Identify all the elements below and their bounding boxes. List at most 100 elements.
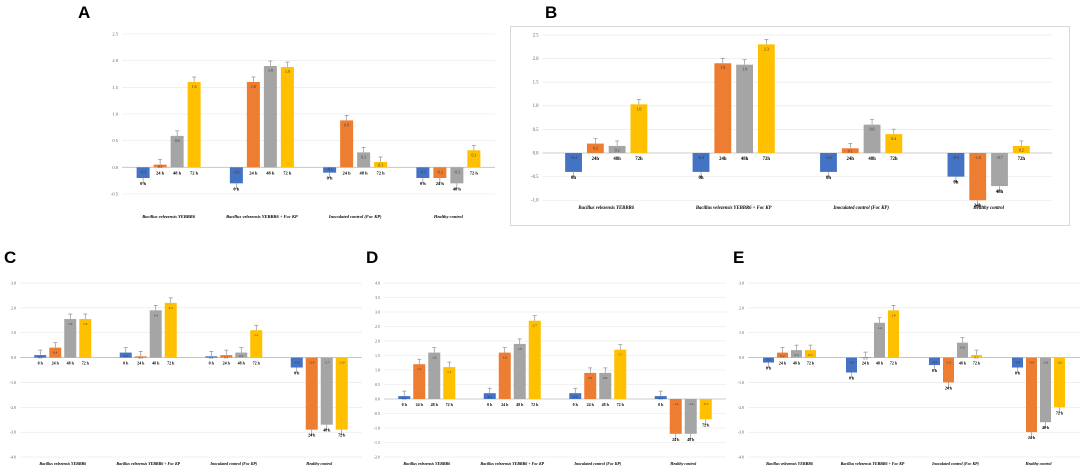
y-tick-label: 0.5 [533,128,540,133]
time-label: 48h [868,157,876,162]
time-label: 72 h [702,422,710,427]
time-label: 0 h [327,176,333,181]
bar [443,367,456,399]
bar [757,44,775,154]
data-label: 0.9 [344,123,349,127]
time-label: 0 h [1015,371,1021,376]
category-label: Inoculated control (Foc KP) [832,206,889,211]
time-label: 72 h [470,170,479,175]
category-label: Bacillus velezensis YEBBR6 [765,461,813,466]
time-label: 24 h [501,402,509,407]
y-tick-label: 3.0 [375,310,380,315]
time-label: 24 h [779,361,787,366]
time-label: 24 h [52,361,60,366]
y-tick-label: -4.0 [738,455,744,460]
time-label: 24h [974,204,982,209]
time-label: 72 h [446,402,454,407]
y-tick-label: -1.0 [374,426,380,431]
y-tick-label: 1.0 [533,104,540,109]
bar [340,120,354,168]
data-label: 1.0 [636,106,641,111]
bar [136,167,150,178]
time-label: 24 h [862,361,870,366]
bar [569,393,582,399]
category-label: Healthy control [1025,461,1053,466]
category-label: Inoculated control (Foc KP) [931,461,979,466]
data-label: -0.7 [703,402,709,406]
data-label: 0.3 [361,155,366,159]
time-label: 0 h [658,402,664,407]
category-label: Bacillus velezensis YEBBR6 [141,214,195,219]
time-label: 72 h [377,170,386,175]
data-label: -3.0 [1029,361,1035,365]
bar [153,164,167,168]
bar [669,399,682,434]
category-label: Inoculated control (Foc KP) [573,461,621,466]
bar [969,153,987,201]
data-label: -0.6 [849,361,855,365]
y-tick-label: 2.5 [533,33,540,38]
bar [971,355,982,358]
data-label: 0.2 [780,354,785,358]
category-label: Healthy control [433,214,464,219]
bar [49,347,62,358]
bar [34,355,47,358]
y-tick-label: 2.5 [112,32,118,37]
bar [947,153,965,177]
data-label: -0.2 [420,170,426,174]
bar [220,355,233,358]
bar [205,356,218,358]
data-label: 0.2 [615,147,620,152]
time-label: 48 h [516,402,524,407]
data-label: 1.6 [83,322,88,326]
data-label: 0.4 [891,136,896,141]
bar [586,143,604,154]
y-tick-label: -1.5 [374,440,380,445]
time-label: 0 h [233,186,239,191]
y-tick-label: 0.0 [112,165,118,170]
bar [1026,357,1037,433]
time-label: 0 h [140,181,146,186]
bar [263,66,277,168]
category-label: Healthy control [669,461,697,466]
y-tick-label: 0.0 [533,151,540,156]
bar [714,63,732,154]
time-label: 24 h [308,433,316,438]
data-label: 1.6 [68,322,73,326]
data-label: 0.4 [53,351,58,355]
bar [608,145,626,154]
data-label: 1.7 [618,353,623,357]
data-label: 0.6 [870,127,875,132]
data-label: 1.9 [891,313,896,317]
data-label: -1.0 [975,155,981,160]
data-label: 0.2 [239,354,244,358]
y-tick-label: -3.0 [738,430,744,435]
data-label: -0.4 [698,155,704,160]
chart-a: 2.52.01.51.00.50.0-0.5-0.20 h0.124 h0.64… [111,32,495,219]
time-label: 72 h [973,361,981,366]
bar [416,167,430,178]
data-label: -0.2 [140,170,146,174]
bar [357,152,371,168]
category-label: Bacillus velezensis YEBBR6 + Foc KP [479,461,544,466]
time-label: 72 h [531,402,539,407]
bar [888,310,899,358]
data-label: 1.9 [518,347,523,351]
y-tick-label: -3.0 [10,430,16,435]
bar [483,393,496,399]
time-label: 0h [826,176,831,181]
category-label: Inoculated control (Foc KP) [328,214,382,219]
y-tick-label: -0.5 [531,175,539,180]
data-label: 1.6 [432,356,437,360]
y-tick-label: -4.0 [10,455,16,460]
bar [630,104,648,154]
bar [164,302,177,358]
data-label: 1.6 [503,356,508,360]
time-label: 0 h [402,402,408,407]
bar [846,357,857,373]
panel-label-c: C [4,248,17,267]
data-label: -1.2 [688,402,694,406]
time-label: 24 h [1028,435,1036,440]
bar [513,343,526,399]
data-label: 0.1 [848,149,853,154]
